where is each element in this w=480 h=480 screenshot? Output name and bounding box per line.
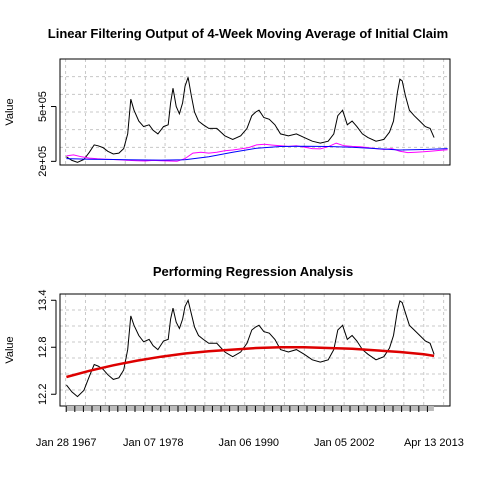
bottom-y-tick-label: 12.8 (37, 337, 49, 358)
bottom-x-tick-label: Jan 28 1967 (36, 437, 97, 449)
bottom-grid (60, 294, 450, 406)
top-grid (60, 59, 450, 165)
top-y-axis-label: Value (4, 98, 16, 125)
bottom-y-axis: 12.2 12.8 13.4 (37, 290, 57, 405)
bottom-y-axis-label: Value (4, 336, 16, 363)
top-y-tick-label: 2e+05 (37, 146, 49, 177)
bottom-x-tick-label: Jan 05 2002 (314, 437, 375, 449)
bottom-x-tick-label: Apr 13 2013 (404, 437, 464, 449)
bottom-x-tick-label: Jan 06 1990 (219, 437, 280, 449)
bottom-x-tick-label: Jan 07 1978 (123, 437, 184, 449)
top-chart-title: Linear Filtering Output of 4-Week Moving… (48, 26, 448, 41)
bottom-x-tick-band (66, 406, 434, 411)
bottom-y-tick-label: 13.4 (37, 290, 49, 311)
top-series-line-3 (66, 145, 448, 161)
bottom-x-axis: Jan 28 1967 Jan 07 1978 Jan 06 1990 Jan 05 … (36, 406, 464, 449)
bottom-y-tick-label: 12.2 (37, 384, 49, 405)
top-panel: Linear Filtering Output of 4-Week Moving… (4, 26, 451, 177)
bottom-panel: Performing Regression Analysis 12.212.81… (4, 264, 464, 449)
bottom-chart-title: Performing Regression Analysis (153, 264, 353, 279)
top-series (66, 77, 448, 163)
top-series-line-1 (66, 77, 435, 163)
bottom-series (66, 298, 435, 398)
bottom-series-line-2 (66, 346, 435, 379)
top-y-tick-label: 5e+05 (37, 91, 49, 122)
top-plot-frame (59, 58, 451, 166)
bottom-series-line-1 (66, 298, 435, 398)
top-y-axis: 2e+05 5e+05 (37, 91, 57, 177)
